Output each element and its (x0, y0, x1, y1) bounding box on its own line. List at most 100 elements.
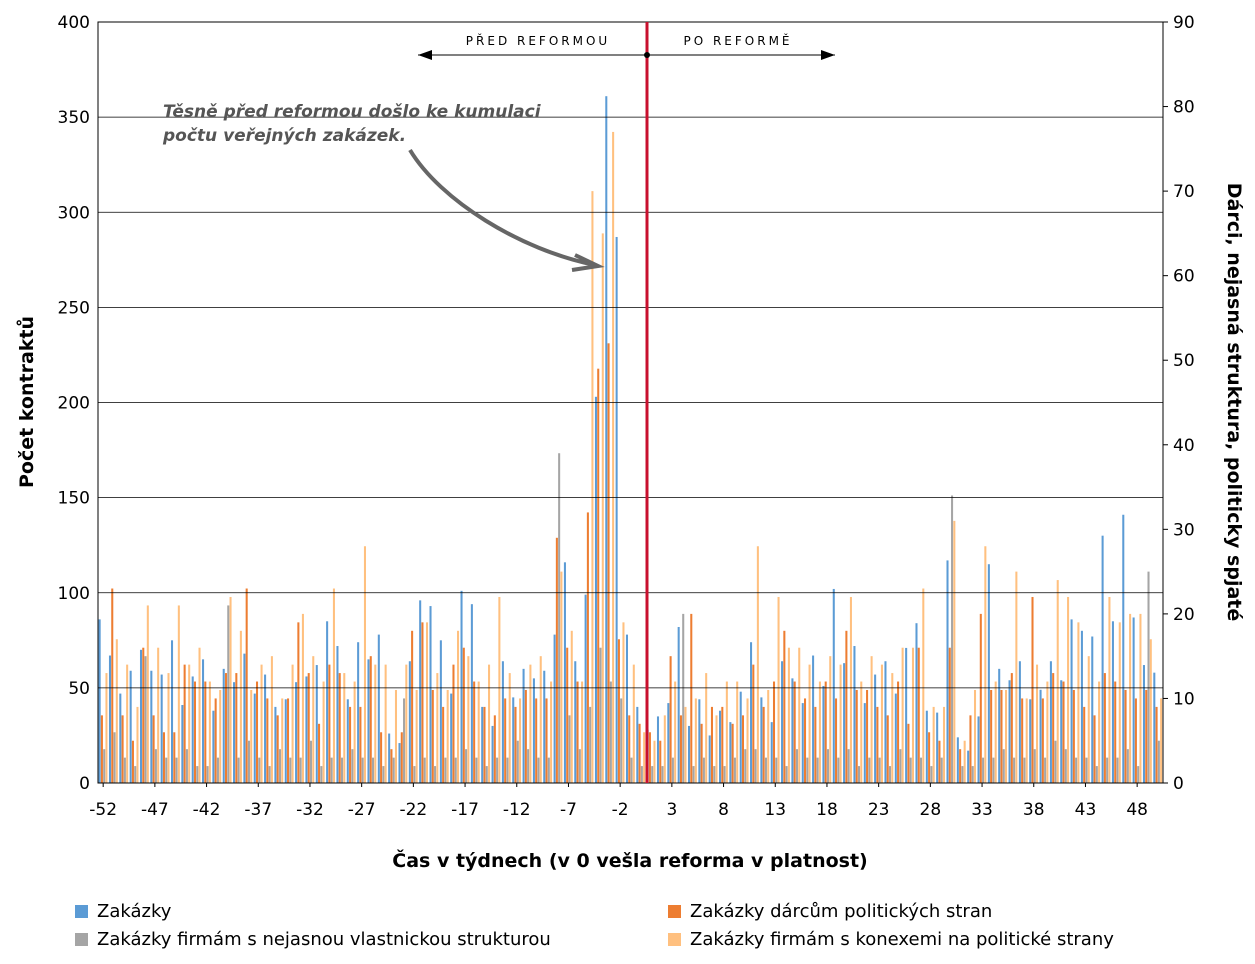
bar (1098, 681, 1101, 783)
legend-label: Zakázky (97, 901, 172, 922)
bar (938, 740, 941, 783)
bar (1126, 749, 1129, 783)
bar (444, 757, 447, 783)
bar (415, 689, 418, 783)
y2-tick-label: 90 (1173, 13, 1195, 33)
bar (594, 396, 597, 783)
bar (1129, 613, 1132, 783)
bar (767, 689, 770, 783)
bar (1106, 757, 1109, 783)
x-tick-label: -42 (193, 800, 221, 820)
bar (550, 681, 553, 783)
bar (663, 715, 666, 783)
bar (653, 740, 656, 783)
bar (578, 749, 581, 783)
legend-item: Zakázky dárcům politických stran (668, 901, 992, 922)
bar (1049, 661, 1052, 783)
bar (224, 673, 228, 783)
bar (1116, 757, 1119, 783)
bar (812, 655, 815, 783)
bar (998, 668, 1001, 783)
bar (105, 673, 108, 783)
bar (795, 749, 798, 783)
y2-tick-label: 30 (1173, 520, 1195, 540)
x-axis-label: Čas v týdnech (v 0 vešla reforma v platn… (392, 848, 867, 872)
bar (987, 564, 990, 783)
bar (888, 766, 892, 783)
bar (330, 757, 333, 783)
bar (708, 735, 711, 783)
bar (671, 757, 674, 783)
bar (760, 697, 763, 783)
bar (777, 596, 780, 783)
bar (1023, 757, 1026, 783)
bar (175, 757, 178, 783)
bar (514, 706, 517, 783)
bar (504, 698, 507, 783)
bar (170, 640, 174, 783)
bar (1153, 672, 1156, 783)
bar (638, 723, 641, 783)
bar (1067, 596, 1070, 783)
annotation-arrow (408, 148, 605, 272)
bar (446, 689, 449, 783)
bar (558, 453, 561, 783)
bar (609, 681, 612, 783)
bar (684, 706, 687, 783)
bar (591, 191, 594, 784)
plot: 0 50 100 150 200 250 300 350 400 0 10 20 30 40 50 60 70 8… (58, 13, 1195, 820)
bar (351, 749, 354, 783)
bar (1052, 673, 1055, 783)
bar (535, 698, 538, 783)
bar (421, 622, 424, 783)
bar (1060, 680, 1063, 783)
y-axis-label: Počet kontraktů (15, 316, 38, 488)
bar (710, 706, 713, 783)
bar (762, 706, 765, 783)
x-tick-label: 48 (1126, 800, 1148, 820)
bar (496, 757, 499, 783)
bar (961, 766, 964, 783)
bar (462, 647, 465, 783)
bar (434, 766, 437, 783)
x-tick-label: -52 (89, 800, 117, 820)
bar (736, 681, 739, 783)
bar (640, 766, 643, 783)
bar (382, 766, 385, 783)
y2-tick-label: 60 (1173, 267, 1195, 287)
bar (103, 749, 106, 783)
bar (816, 757, 819, 783)
bar (899, 749, 902, 783)
bar (250, 689, 253, 783)
y2-tick-label: 50 (1173, 351, 1195, 371)
bar (622, 622, 625, 783)
bar (746, 698, 749, 783)
bar (868, 757, 871, 783)
bar (144, 656, 147, 783)
bar (318, 723, 321, 783)
bar (1000, 689, 1003, 783)
bar (1077, 622, 1080, 783)
bar (648, 732, 651, 783)
bar (152, 715, 155, 783)
bar (202, 659, 205, 783)
bar (615, 236, 618, 784)
bar (1083, 706, 1086, 783)
bar (384, 664, 387, 783)
bar (907, 723, 910, 783)
bar (1149, 639, 1152, 783)
bar (198, 647, 201, 783)
bar (607, 343, 610, 783)
bar (723, 766, 726, 783)
bar (394, 689, 398, 783)
bar (793, 681, 796, 783)
bar (501, 661, 504, 783)
y-tick-label: 200 (58, 394, 90, 414)
bar (522, 668, 525, 783)
bar (284, 699, 287, 783)
bar (1039, 689, 1042, 783)
bar (679, 715, 682, 783)
bar (798, 647, 801, 783)
bar (849, 596, 852, 783)
